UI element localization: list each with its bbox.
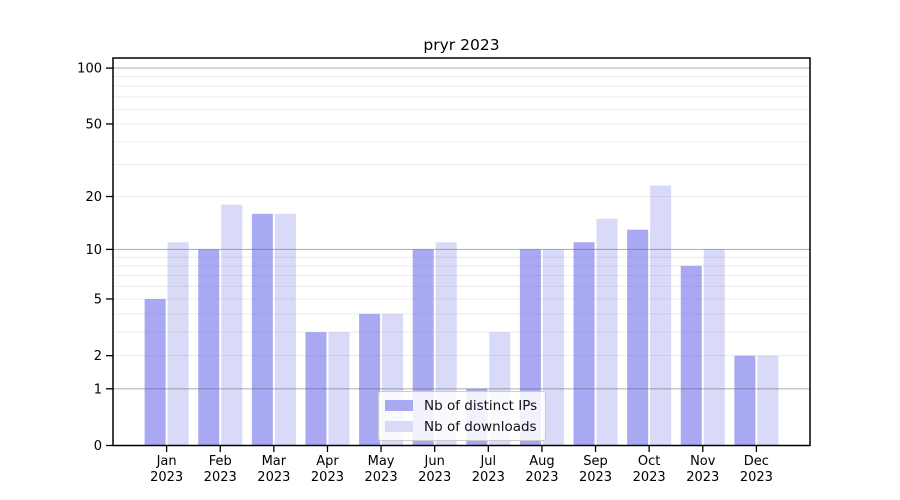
bar-distinct-ips-apr [305, 332, 327, 446]
x-tick-label-feb: Feb 2023 [204, 454, 237, 485]
x-tick-label-apr: Apr 2023 [311, 454, 344, 485]
chart-title: pryr 2023 [423, 36, 500, 54]
x-tick-label-mar: Mar 2023 [257, 454, 290, 485]
y-tick-label-5: 5 [94, 292, 102, 307]
bar-downloads-dec [757, 355, 779, 446]
x-tick-label-aug: Aug 2023 [525, 454, 558, 485]
y-tick-label-100: 100 [77, 62, 102, 77]
bar-downloads-jan [167, 242, 189, 446]
legend: Nb of distinct IPs Nb of downloads [378, 391, 546, 441]
bar-distinct-ips-jan [144, 298, 166, 446]
bar-distinct-ips-dec [734, 355, 756, 446]
x-tick-label-jun: Jun 2023 [418, 454, 451, 485]
bar-distinct-ips-may [359, 313, 381, 446]
plot-frame [112, 57, 811, 447]
x-tick-label-jul: Jul 2023 [472, 454, 505, 485]
y-tick-label-10: 10 [85, 243, 102, 258]
x-tick-label-dec: Dec 2023 [740, 454, 773, 485]
legend-swatch-distinct-ips [385, 400, 413, 411]
legend-label-distinct-ips: Nb of distinct IPs [424, 397, 538, 414]
legend-swatch-downloads [385, 421, 413, 432]
x-tick-label-jan: Jan 2023 [150, 454, 183, 485]
bar-downloads-mar [274, 213, 296, 446]
bar-downloads-feb [221, 204, 243, 446]
y-tick-label-2: 2 [94, 349, 102, 364]
bar-downloads-nov [703, 249, 725, 446]
x-tick-label-sep: Sep 2023 [579, 454, 612, 485]
y-tick-label-20: 20 [85, 190, 102, 205]
x-tick-label-may: May 2023 [365, 454, 398, 485]
bar-distinct-ips-feb [198, 249, 220, 446]
y-tick-label-0: 0 [94, 439, 102, 454]
legend-item-downloads: Nb of downloads [385, 418, 537, 435]
x-tick-label-oct: Oct 2023 [633, 454, 666, 485]
bar-downloads-aug [542, 249, 564, 446]
bar-downloads-apr [328, 332, 350, 446]
bar-distinct-ips-sep [573, 242, 595, 446]
y-tick-label-1: 1 [94, 382, 102, 397]
bar-distinct-ips-nov [680, 265, 702, 446]
bar-distinct-ips-oct [627, 229, 649, 446]
bar-downloads-sep [596, 218, 618, 446]
bar-distinct-ips-mar [251, 213, 273, 446]
legend-item-distinct-ips: Nb of distinct IPs [385, 397, 537, 414]
x-tick-label-nov: Nov 2023 [686, 454, 719, 485]
legend-label-downloads: Nb of downloads [424, 418, 537, 435]
y-tick-label-50: 50 [85, 117, 102, 132]
bar-downloads-oct [650, 185, 672, 446]
